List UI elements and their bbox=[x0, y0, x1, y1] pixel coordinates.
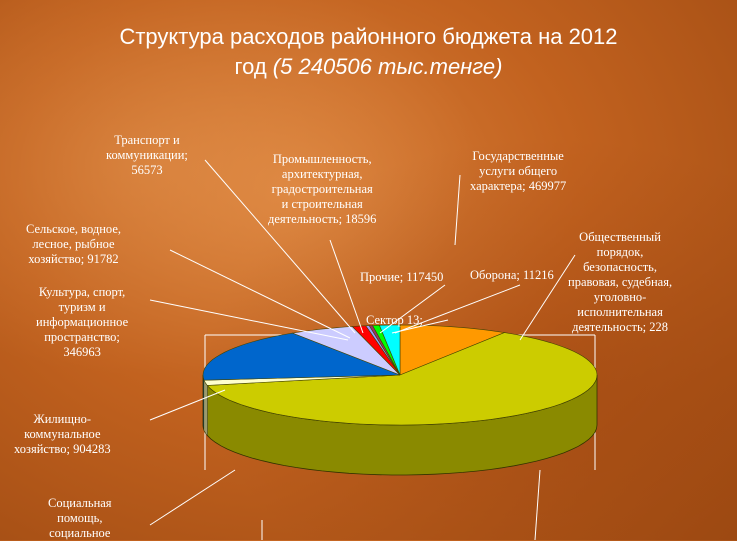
label-public-order: Общественный порядок, безопасность, правова… bbox=[568, 230, 673, 334]
leader-line-3 bbox=[169, 249, 351, 339]
label-transport: Транспорт и коммуникации; 56573 bbox=[106, 133, 188, 177]
pie-slice-2 bbox=[203, 374, 401, 386]
label-culture: Культура, спорт, туризм и информационное пр… bbox=[36, 285, 129, 359]
title-line-1: Структура расходов районного бюджета на … bbox=[119, 24, 618, 49]
label-sector-13: Сектор 13; bbox=[366, 313, 423, 327]
label-other: Прочие; 117450 bbox=[360, 270, 444, 284]
pie-slice-8 bbox=[372, 325, 401, 376]
leader-line-12 bbox=[534, 469, 541, 540]
leader-line-2 bbox=[454, 174, 461, 246]
leader-line-9 bbox=[149, 389, 226, 421]
pie-inner-wall bbox=[204, 380, 208, 436]
title-line-2-amount: (5 240506 тыс.тенге) bbox=[272, 54, 503, 79]
label-housing: Жилищно-коммунальное хозяйство; 904283 bbox=[14, 412, 111, 456]
pie-slice-5 bbox=[351, 325, 401, 376]
label-agriculture: Сельское, водное, лесное, рыбное хозяйство… bbox=[26, 222, 121, 266]
chart-title: Структура расходов районного бюджета на … bbox=[20, 22, 717, 82]
pie-slice-4 bbox=[291, 326, 401, 376]
label-defense: Оборона; 11216 bbox=[470, 268, 554, 282]
leader-line-8 bbox=[391, 319, 449, 334]
leader-line-0 bbox=[204, 159, 356, 334]
pie-slice-0 bbox=[399, 324, 506, 376]
leader-line-4 bbox=[519, 254, 576, 341]
pie-slice-3 bbox=[202, 332, 401, 381]
leader-line-7 bbox=[149, 299, 349, 341]
leader-line-1 bbox=[329, 239, 364, 334]
label-social: Социальная помощь, социальное bbox=[48, 496, 112, 540]
pie-slice-9 bbox=[378, 324, 401, 376]
label-state-services: Государственные услуги общего характера; 4… bbox=[470, 149, 567, 193]
leader-line-6 bbox=[394, 284, 521, 334]
title-line-2-prefix: год bbox=[234, 54, 267, 79]
pie-slice-1 bbox=[206, 332, 598, 426]
pie-side-3 bbox=[202, 375, 205, 432]
title-line-2: год (5 240506 тыс.тенге) bbox=[20, 52, 717, 82]
leader-line-10 bbox=[149, 469, 236, 526]
label-industry: Промышленность, архитектурная, градостроит… bbox=[268, 152, 377, 226]
leader-line-5 bbox=[379, 284, 446, 334]
